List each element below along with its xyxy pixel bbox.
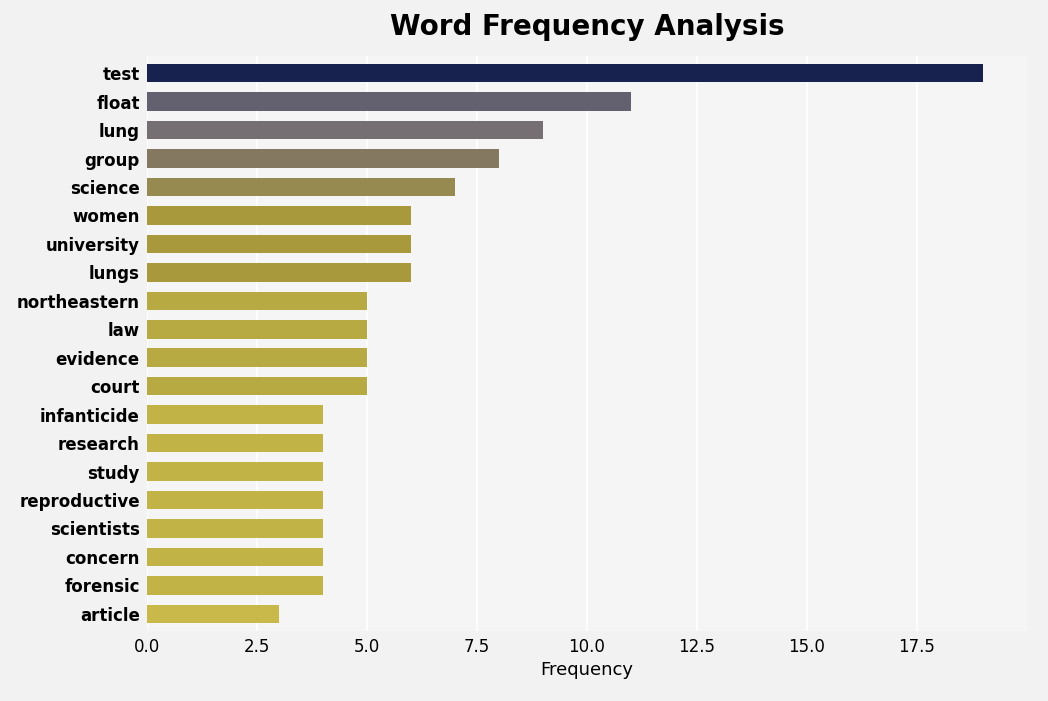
Bar: [147, 93, 631, 111]
Bar: [147, 434, 323, 452]
Bar: [147, 206, 411, 225]
Bar: [147, 547, 323, 566]
Bar: [147, 178, 455, 196]
Bar: [147, 576, 323, 594]
Bar: [147, 121, 543, 139]
Bar: [147, 377, 367, 395]
Bar: [147, 235, 411, 253]
Bar: [147, 292, 367, 310]
Bar: [147, 64, 983, 83]
Bar: [147, 348, 367, 367]
Bar: [147, 405, 323, 424]
Bar: [147, 149, 499, 168]
Bar: [147, 519, 323, 538]
Title: Word Frequency Analysis: Word Frequency Analysis: [390, 13, 784, 41]
Bar: [147, 320, 367, 339]
Bar: [147, 263, 411, 282]
Bar: [147, 604, 279, 623]
Bar: [147, 462, 323, 481]
X-axis label: Frequency: Frequency: [541, 662, 633, 679]
Bar: [147, 491, 323, 509]
